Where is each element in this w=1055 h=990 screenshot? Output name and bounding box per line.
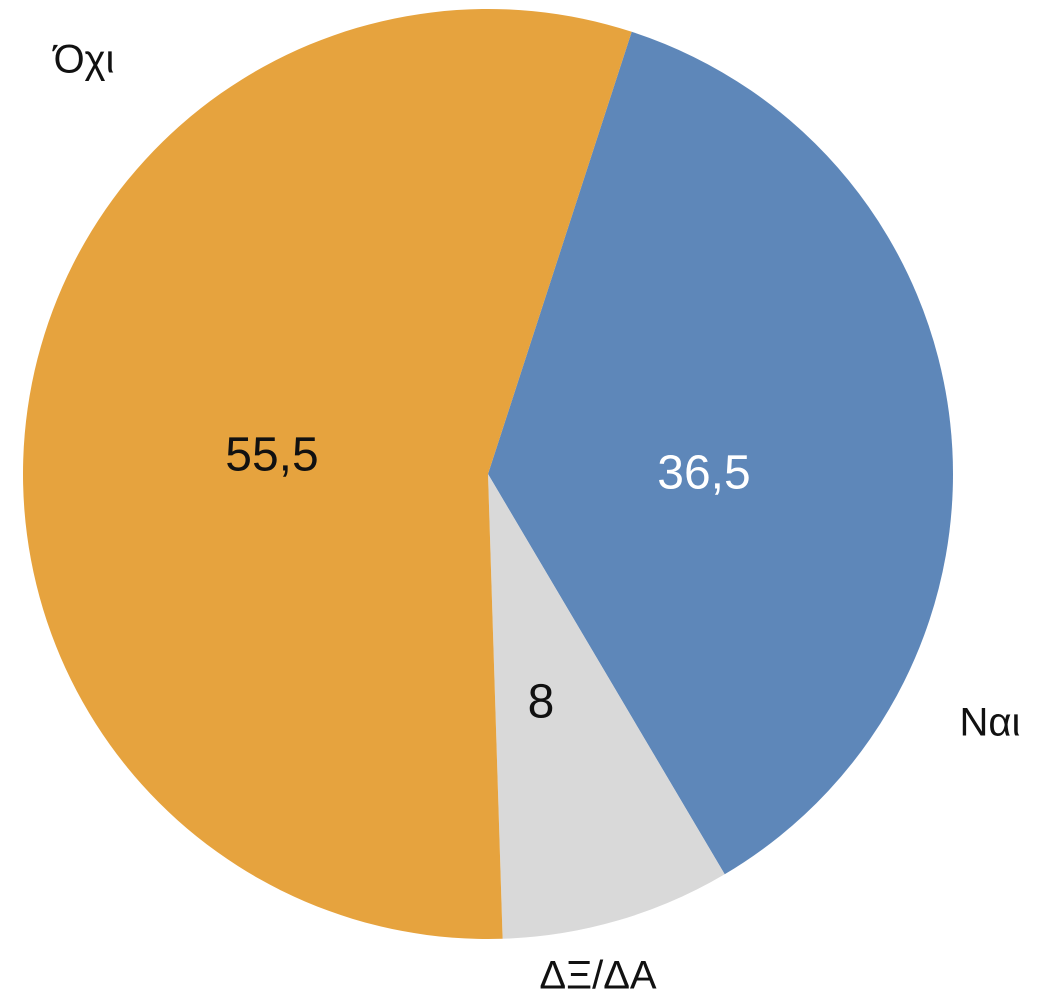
slice-value-label: 36,5 <box>657 447 750 500</box>
slice-category-label: Ναι <box>960 701 1021 745</box>
slice-category-label: Όχι <box>52 38 115 82</box>
pie-category-labels: Ναι ΔΞ/ΔΑ Όχι <box>52 38 1021 990</box>
pie-value-labels: 36,5 8 55,5 <box>225 429 750 729</box>
pie-slice-2 <box>23 8 632 940</box>
slice-category-label: ΔΞ/ΔΑ <box>539 954 657 990</box>
slice-value-label: 8 <box>528 676 555 729</box>
pie-slice-1 <box>488 474 725 939</box>
pie-slice-0 <box>488 31 954 875</box>
slice-value-label: 55,5 <box>225 429 318 482</box>
pie-slices <box>23 8 954 940</box>
